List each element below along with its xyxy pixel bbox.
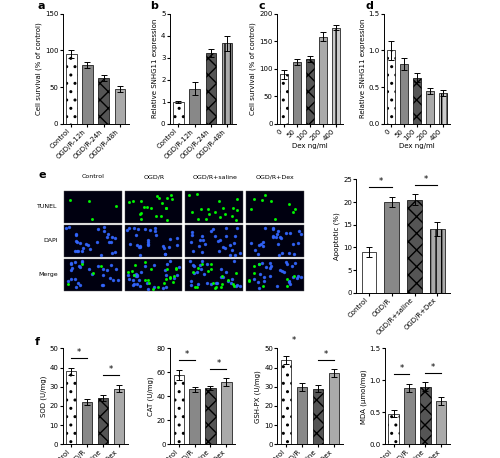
- Bar: [426, 91, 434, 124]
- Bar: [222, 44, 232, 124]
- Bar: [64, 259, 122, 291]
- Bar: [186, 191, 244, 223]
- Bar: [221, 382, 232, 444]
- Y-axis label: CAT (U/mg): CAT (U/mg): [148, 376, 154, 416]
- Y-axis label: Cell survival (% of control): Cell survival (% of control): [36, 22, 42, 115]
- Bar: [190, 88, 200, 124]
- Y-axis label: SOD (U/mg): SOD (U/mg): [40, 376, 46, 417]
- Bar: [281, 360, 291, 444]
- Bar: [66, 54, 76, 124]
- Text: DAPI: DAPI: [43, 239, 58, 243]
- Bar: [412, 77, 421, 124]
- Bar: [82, 402, 92, 444]
- Bar: [82, 65, 92, 124]
- Bar: [438, 93, 447, 124]
- Text: *: *: [424, 175, 428, 184]
- Bar: [124, 191, 182, 223]
- Bar: [64, 191, 122, 223]
- Bar: [246, 225, 304, 257]
- Y-axis label: GSH-PX (U/mg): GSH-PX (U/mg): [255, 370, 262, 423]
- Bar: [206, 388, 216, 444]
- X-axis label: Dex ng/ml: Dex ng/ml: [399, 143, 435, 149]
- Bar: [313, 389, 323, 444]
- Bar: [114, 389, 124, 444]
- Text: c: c: [258, 0, 265, 11]
- Text: b: b: [150, 0, 158, 11]
- Bar: [124, 225, 182, 257]
- Bar: [318, 37, 327, 124]
- Y-axis label: Cell survival (% of control): Cell survival (% of control): [250, 22, 256, 115]
- Bar: [297, 387, 307, 444]
- Text: d: d: [366, 0, 373, 11]
- Bar: [186, 225, 244, 257]
- Bar: [66, 371, 76, 444]
- Text: OGD/R: OGD/R: [143, 174, 165, 179]
- Bar: [400, 64, 408, 124]
- Bar: [407, 200, 422, 293]
- Bar: [292, 62, 301, 124]
- Y-axis label: Apoptotic (%): Apoptotic (%): [334, 212, 340, 260]
- Text: Merge: Merge: [38, 273, 58, 278]
- Text: *: *: [324, 350, 328, 359]
- Bar: [246, 191, 304, 223]
- Text: a: a: [38, 0, 45, 11]
- Text: Control: Control: [82, 174, 104, 179]
- Bar: [64, 225, 122, 257]
- Text: e: e: [38, 170, 46, 180]
- Text: *: *: [184, 350, 189, 360]
- Text: TUNEL: TUNEL: [37, 204, 58, 209]
- Text: *: *: [292, 337, 296, 345]
- Bar: [98, 398, 108, 444]
- Bar: [388, 414, 399, 444]
- Y-axis label: MDA (μmol/mg): MDA (μmol/mg): [360, 369, 366, 424]
- Text: OGD/R+saline: OGD/R+saline: [192, 174, 237, 179]
- Bar: [246, 259, 304, 291]
- Bar: [206, 54, 216, 124]
- Bar: [420, 387, 430, 444]
- Text: *: *: [109, 365, 113, 374]
- Bar: [190, 389, 200, 444]
- Bar: [174, 375, 184, 444]
- Bar: [332, 27, 340, 124]
- Y-axis label: Relative SNHG11 expression: Relative SNHG11 expression: [360, 19, 366, 119]
- Y-axis label: Relative SNHG11 expression: Relative SNHG11 expression: [152, 19, 158, 119]
- Text: *: *: [400, 364, 404, 373]
- Text: *: *: [431, 363, 436, 372]
- Bar: [436, 401, 446, 444]
- Bar: [384, 202, 399, 293]
- Text: *: *: [216, 359, 220, 368]
- X-axis label: Dex ng/ml: Dex ng/ml: [292, 143, 328, 149]
- Bar: [114, 88, 125, 124]
- Bar: [404, 388, 414, 444]
- Bar: [98, 78, 109, 124]
- Bar: [362, 252, 376, 293]
- Bar: [124, 259, 182, 291]
- Bar: [186, 259, 244, 291]
- Text: f: f: [35, 337, 40, 347]
- Bar: [430, 229, 445, 293]
- Bar: [174, 102, 184, 124]
- Text: *: *: [378, 177, 382, 186]
- Text: OGD/R+Dex: OGD/R+Dex: [256, 174, 295, 179]
- Text: *: *: [77, 348, 82, 357]
- Bar: [280, 74, 288, 124]
- Bar: [306, 59, 314, 124]
- Bar: [387, 50, 395, 124]
- Bar: [328, 373, 339, 444]
